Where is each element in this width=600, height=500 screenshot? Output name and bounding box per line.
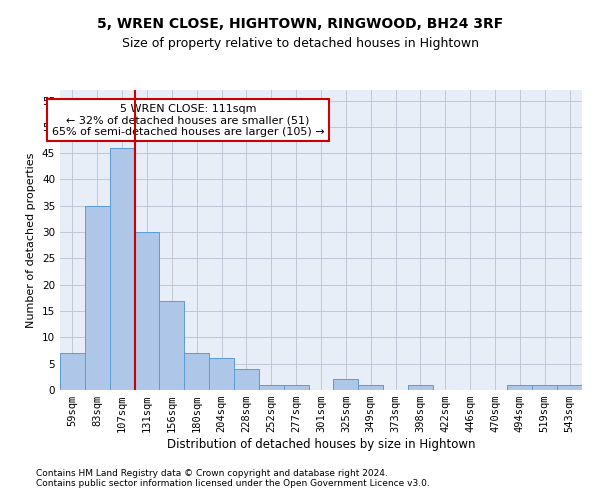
Bar: [259, 384, 284, 390]
Text: 5 WREN CLOSE: 111sqm
← 32% of detached houses are smaller (51)
65% of semi-detac: 5 WREN CLOSE: 111sqm ← 32% of detached h…: [52, 104, 324, 136]
Text: 5, WREN CLOSE, HIGHTOWN, RINGWOOD, BH24 3RF: 5, WREN CLOSE, HIGHTOWN, RINGWOOD, BH24 …: [97, 18, 503, 32]
Bar: [110, 148, 134, 390]
Bar: [234, 369, 259, 390]
Bar: [60, 353, 85, 390]
Text: Size of property relative to detached houses in Hightown: Size of property relative to detached ho…: [121, 38, 479, 51]
Bar: [557, 384, 582, 390]
Bar: [160, 300, 184, 390]
Bar: [358, 384, 383, 390]
Bar: [85, 206, 110, 390]
Text: Contains HM Land Registry data © Crown copyright and database right 2024.: Contains HM Land Registry data © Crown c…: [36, 468, 388, 477]
Bar: [209, 358, 234, 390]
Bar: [334, 380, 358, 390]
Bar: [532, 384, 557, 390]
Bar: [184, 353, 209, 390]
X-axis label: Distribution of detached houses by size in Hightown: Distribution of detached houses by size …: [167, 438, 475, 451]
Y-axis label: Number of detached properties: Number of detached properties: [26, 152, 37, 328]
Bar: [284, 384, 308, 390]
Bar: [134, 232, 160, 390]
Text: Contains public sector information licensed under the Open Government Licence v3: Contains public sector information licen…: [36, 478, 430, 488]
Bar: [508, 384, 532, 390]
Bar: [408, 384, 433, 390]
